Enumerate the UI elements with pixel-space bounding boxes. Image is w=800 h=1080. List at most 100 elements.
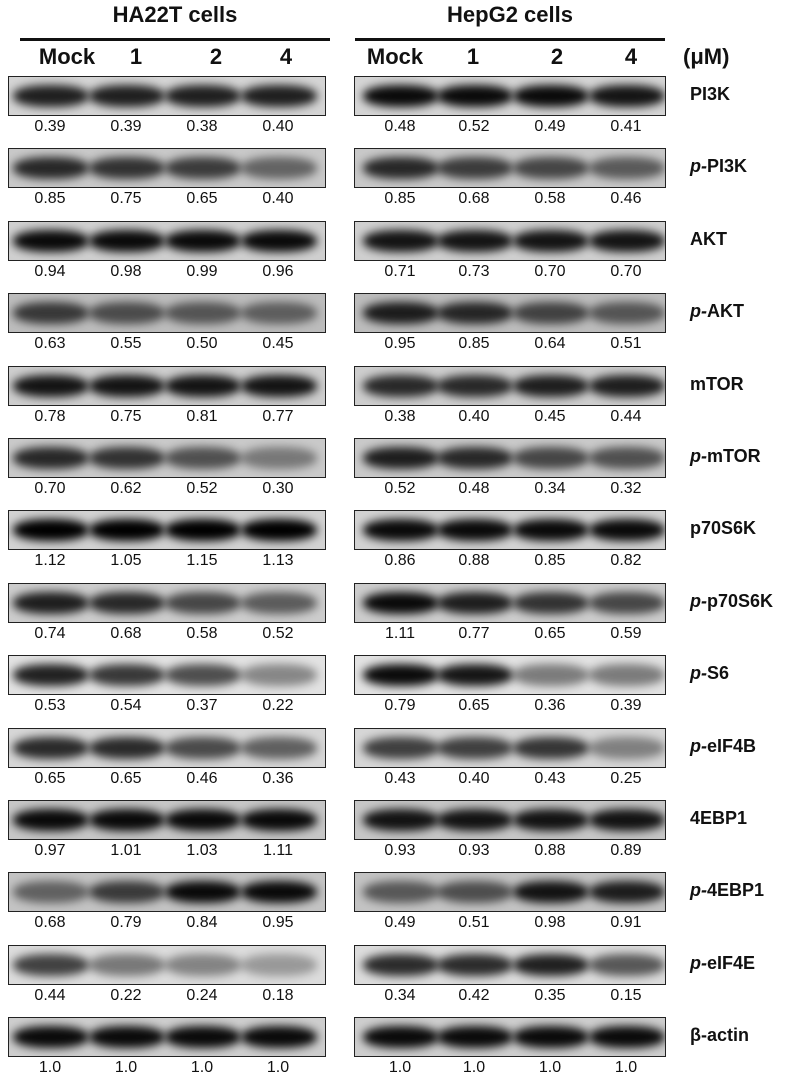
densitometry-value: 0.39: [610, 697, 642, 714]
protein-band: [437, 85, 513, 107]
protein-band: [241, 302, 317, 324]
densitometry-value: 0.91: [610, 914, 642, 931]
phospho-prefix: p-: [690, 446, 707, 466]
protein-band: [13, 809, 89, 831]
protein-band: [589, 157, 665, 179]
protein-name: mTOR: [707, 446, 761, 466]
lane-label: 2: [550, 44, 564, 69]
densitometry-value: 0.24: [186, 987, 218, 1004]
densitometry-value: 0.51: [610, 335, 642, 352]
densitometry-value: 0.68: [110, 625, 142, 642]
densitometry-value: 1.13: [262, 552, 294, 569]
group-rule-ha22t: [20, 38, 330, 41]
protein-band: [241, 447, 317, 469]
densitometry-value: 0.36: [262, 770, 294, 787]
protein-name: PI3K: [707, 156, 748, 176]
protein-band: [89, 85, 165, 107]
protein-band: [363, 157, 439, 179]
protein-label: 4EBP1: [690, 808, 747, 829]
blot-strip-ha22t: [8, 1017, 326, 1057]
protein-band: [241, 375, 317, 397]
blot-strip-ha22t: [8, 438, 326, 478]
blot-strip-ha22t: [8, 148, 326, 188]
protein-band: [13, 1026, 89, 1048]
densitometry-value: 0.34: [534, 480, 566, 497]
densitometry-value: 1.0: [38, 1059, 62, 1076]
blot-strip-ha22t: [8, 366, 326, 406]
densitometry-value: 0.25: [610, 770, 642, 787]
densitometry-value: 0.44: [34, 987, 66, 1004]
protein-band: [89, 375, 165, 397]
protein-band: [165, 592, 241, 614]
protein-band: [165, 85, 241, 107]
protein-band: [589, 881, 665, 903]
protein-band: [363, 85, 439, 107]
protein-band: [241, 737, 317, 759]
protein-band: [89, 447, 165, 469]
protein-band: [437, 375, 513, 397]
protein-band: [513, 302, 589, 324]
protein-name: 4EBP1: [707, 880, 765, 900]
protein-band: [437, 592, 513, 614]
protein-band: [89, 954, 165, 976]
densitometry-value: 0.52: [262, 625, 294, 642]
protein-band: [165, 375, 241, 397]
densitometry-value: 0.98: [110, 263, 142, 280]
protein-band: [165, 664, 241, 686]
protein-band: [13, 592, 89, 614]
protein-band: [363, 1026, 439, 1048]
densitometry-value: 0.79: [110, 914, 142, 931]
protein-band: [13, 664, 89, 686]
densitometry-value: 1.05: [110, 552, 142, 569]
group-title-ha22t: HA22T cells: [112, 2, 238, 27]
densitometry-value: 0.68: [34, 914, 66, 931]
densitometry-value: 0.74: [34, 625, 66, 642]
protein-band: [13, 302, 89, 324]
densitometry-value: 0.35: [534, 987, 566, 1004]
densitometry-value: 0.34: [384, 987, 416, 1004]
densitometry-value: 0.41: [610, 118, 642, 135]
densitometry-value: 0.52: [384, 480, 416, 497]
protein-band: [437, 809, 513, 831]
densitometry-value: 0.93: [458, 842, 490, 859]
protein-label: p-mTOR: [690, 446, 761, 467]
protein-band: [363, 375, 439, 397]
protein-band: [89, 157, 165, 179]
phospho-prefix: p-: [690, 736, 707, 756]
protein-band: [363, 881, 439, 903]
protein-band: [241, 664, 317, 686]
densitometry-value: 0.68: [458, 190, 490, 207]
densitometry-value: 0.40: [458, 408, 490, 425]
protein-label: p-4EBP1: [690, 880, 764, 901]
densitometry-value: 0.38: [186, 118, 218, 135]
densitometry-value: 0.82: [610, 552, 642, 569]
protein-band: [589, 954, 665, 976]
protein-band: [363, 737, 439, 759]
protein-band: [241, 85, 317, 107]
protein-band: [13, 737, 89, 759]
protein-band: [165, 302, 241, 324]
protein-band: [363, 230, 439, 252]
densitometry-value: 1.0: [190, 1059, 214, 1076]
blot-strip-ha22t: [8, 221, 326, 261]
protein-band: [241, 809, 317, 831]
protein-band: [165, 230, 241, 252]
blot-strip-hepg2: [354, 293, 666, 333]
densitometry-value: 0.44: [610, 408, 642, 425]
densitometry-value: 0.73: [458, 263, 490, 280]
densitometry-value: 1.15: [186, 552, 218, 569]
densitometry-value: 0.63: [34, 335, 66, 352]
protein-name: S6: [707, 663, 730, 683]
blot-strip-ha22t: [8, 655, 326, 695]
densitometry-value: 0.95: [262, 914, 294, 931]
densitometry-value: 1.03: [186, 842, 218, 859]
protein-band: [13, 954, 89, 976]
protein-band: [363, 519, 439, 541]
densitometry-value: 0.86: [384, 552, 416, 569]
densitometry-value: 0.62: [110, 480, 142, 497]
protein-band: [437, 230, 513, 252]
blot-strip-hepg2: [354, 438, 666, 478]
group-rule-hepg2: [355, 38, 665, 41]
densitometry-value: 0.45: [262, 335, 294, 352]
